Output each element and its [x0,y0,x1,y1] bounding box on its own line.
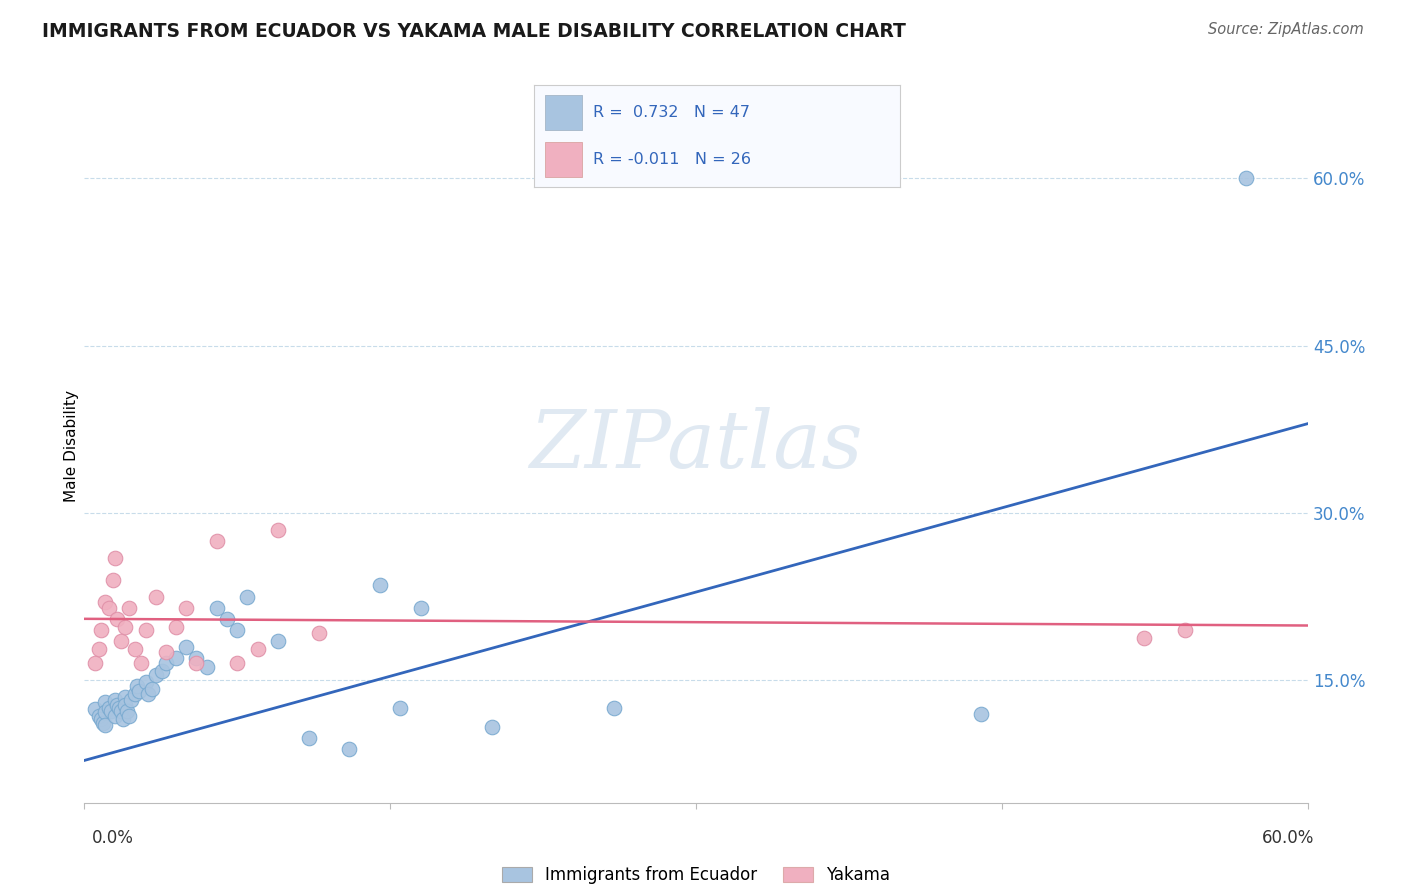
Point [186,657,208,671]
Point [165,619,187,633]
Point [127,679,149,693]
Point [112,712,135,726]
Text: Source: ZipAtlas.com: Source: ZipAtlas.com [1208,22,1364,37]
Text: 0.0%: 0.0% [91,829,134,847]
Point [91,715,114,730]
Point [97,701,120,715]
Point [298,731,321,746]
Point [267,523,290,537]
Point [481,720,503,734]
Text: R =  0.732   N = 47: R = 0.732 N = 47 [593,105,749,120]
Point [110,634,132,648]
Point [145,590,167,604]
Point [104,693,127,707]
Point [141,681,163,696]
Text: R = -0.011   N = 26: R = -0.011 N = 26 [593,153,751,167]
Point [1174,623,1197,637]
Point [389,701,412,715]
Point [186,651,208,665]
Point [93,595,117,609]
Point [155,645,177,659]
Point [136,687,159,701]
Point [110,705,132,719]
Point [100,705,122,719]
Point [87,708,110,723]
Point [105,612,128,626]
Point [246,642,269,657]
Point [128,684,150,698]
Point [205,533,228,548]
Point [114,619,136,633]
Point [93,706,117,720]
Point [118,600,141,615]
Point [105,698,128,712]
Point [124,642,146,657]
Text: ZIPatlas: ZIPatlas [529,408,863,484]
Point [83,657,105,671]
Point [205,600,228,615]
Legend: Immigrants from Ecuador, Yakama: Immigrants from Ecuador, Yakama [495,860,897,891]
Point [176,600,198,615]
Point [131,657,153,671]
Point [1133,631,1156,645]
Point [115,705,138,719]
Text: IMMIGRANTS FROM ECUADOR VS YAKAMA MALE DISABILITY CORRELATION CHART: IMMIGRANTS FROM ECUADOR VS YAKAMA MALE D… [42,22,905,41]
Point [97,600,120,615]
Point [135,675,157,690]
Point [970,706,993,721]
Point [603,701,626,715]
Point [176,640,198,654]
Point [118,708,141,723]
Point [409,600,432,615]
Point [124,687,146,701]
Point [236,590,259,604]
Point [93,717,117,731]
Point [90,623,112,637]
Point [108,701,131,715]
Point [90,712,112,726]
Point [83,702,105,716]
Point [150,664,173,678]
Point [135,623,157,637]
Point [1236,171,1258,186]
Point [226,623,249,637]
Point [267,634,290,648]
FancyBboxPatch shape [546,142,582,177]
Point [114,690,136,704]
Text: 60.0%: 60.0% [1263,829,1315,847]
FancyBboxPatch shape [546,95,582,130]
Point [368,578,391,592]
Point [101,573,124,587]
Point [114,698,136,712]
Point [195,660,218,674]
Point [155,657,177,671]
Y-axis label: Male Disability: Male Disability [63,390,79,502]
Point [120,693,142,707]
Point [308,626,330,640]
Point [104,708,127,723]
Point [339,742,361,756]
Point [165,651,187,665]
Point [217,612,239,626]
Point [87,642,110,657]
Point [93,696,117,710]
Point [104,550,127,565]
Point [226,657,249,671]
Point [145,667,167,681]
